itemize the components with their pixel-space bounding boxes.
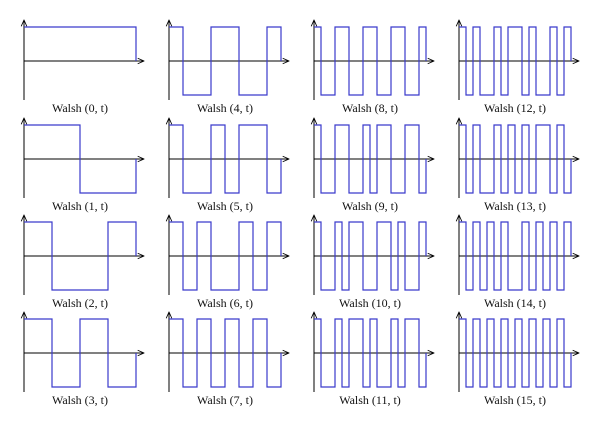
walsh-panel: Walsh (6, t) [169,215,289,310]
walsh-waveform [314,124,427,194]
walsh-waveform [314,221,427,291]
walsh-panel: Walsh (12, t) [459,20,579,115]
panel-caption: Walsh (8, t) [342,101,398,115]
walsh-panel: Walsh (10, t) [314,215,434,310]
walsh-panel: Walsh (2, t) [24,215,144,310]
panel-caption: Walsh (0, t) [52,101,108,115]
walsh-panel: Walsh (4, t) [169,20,289,115]
walsh-waveform [459,221,572,291]
walsh-waveform [169,26,282,96]
walsh-panel: Walsh (9, t) [314,118,434,213]
panel-caption: Walsh (15, t) [484,393,546,407]
panel-caption: Walsh (9, t) [342,199,398,213]
walsh-waveform [314,318,427,388]
panel-caption: Walsh (14, t) [484,296,546,310]
walsh-waveform [24,221,137,291]
panel-caption: Walsh (3, t) [52,393,108,407]
walsh-waveform [24,318,137,388]
panel-caption: Walsh (12, t) [484,101,546,115]
panel-caption: Walsh (4, t) [197,101,253,115]
walsh-waveform [24,26,137,61]
walsh-panel: Walsh (15, t) [459,312,579,407]
walsh-panel: Walsh (5, t) [169,118,289,213]
walsh-waveform [459,124,572,194]
panel-caption: Walsh (11, t) [339,393,401,407]
walsh-panel: Walsh (11, t) [314,312,434,407]
walsh-waveform [459,318,572,388]
walsh-panel: Walsh (3, t) [24,312,144,407]
walsh-panel: Walsh (0, t) [24,20,144,115]
walsh-panel: Walsh (1, t) [24,118,144,213]
walsh-waveform [24,124,137,194]
walsh-panel: Walsh (13, t) [459,118,579,213]
panel-caption: Walsh (6, t) [197,296,253,310]
walsh-panel: Walsh (14, t) [459,215,579,310]
panel-caption: Walsh (2, t) [52,296,108,310]
walsh-waveform [459,26,572,96]
panel-caption: Walsh (5, t) [197,199,253,213]
panel-caption: Walsh (7, t) [197,393,253,407]
walsh-panel: Walsh (7, t) [169,312,289,407]
walsh-panel: Walsh (8, t) [314,20,434,115]
walsh-waveform [169,221,282,291]
walsh-waveform [169,124,282,194]
panel-caption: Walsh (13, t) [484,199,546,213]
walsh-waveform [169,318,282,388]
walsh-waveform [314,26,427,96]
panel-caption: Walsh (1, t) [52,199,108,213]
panel-caption: Walsh (10, t) [339,296,401,310]
